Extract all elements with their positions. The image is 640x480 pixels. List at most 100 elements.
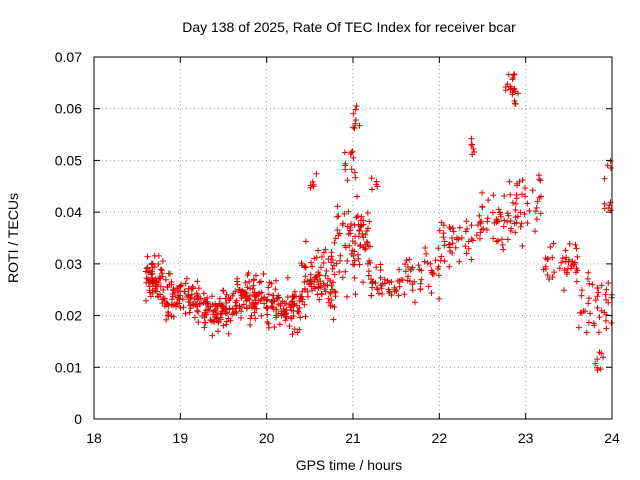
data-point	[491, 219, 498, 226]
data-point	[432, 257, 439, 264]
data-point	[497, 211, 504, 218]
data-point	[342, 268, 349, 275]
data-point	[238, 308, 245, 315]
data-point	[239, 288, 246, 295]
data-point	[341, 210, 348, 217]
data-point	[583, 329, 590, 336]
data-point	[344, 223, 351, 230]
data-point	[346, 242, 353, 249]
data-point	[247, 321, 254, 328]
data-point	[418, 276, 425, 283]
data-point	[377, 267, 384, 274]
data-point	[605, 280, 612, 287]
data-point	[245, 295, 252, 302]
data-point	[144, 253, 151, 260]
x-axis-label: GPS time / hours	[296, 457, 403, 473]
data-point	[561, 287, 568, 294]
data-point	[344, 257, 351, 264]
data-point	[302, 273, 309, 280]
data-point	[196, 301, 203, 308]
data-point	[452, 244, 459, 251]
data-point	[607, 165, 614, 172]
data-point	[287, 301, 294, 308]
data-point	[440, 230, 447, 237]
data-point	[232, 308, 239, 315]
data-point	[484, 218, 491, 225]
data-point	[320, 280, 327, 287]
y-axis-label: ROTI / TECUs	[5, 193, 21, 283]
data-point	[580, 308, 587, 315]
data-point	[193, 290, 200, 297]
data-point	[507, 191, 514, 198]
data-point	[533, 216, 540, 223]
data-point	[497, 213, 504, 220]
data-point	[183, 275, 190, 282]
data-point	[551, 269, 558, 276]
y-tick-label: 0.07	[55, 49, 82, 65]
data-point	[307, 271, 314, 278]
data-point	[500, 246, 507, 253]
data-point	[438, 253, 445, 260]
data-point	[158, 267, 165, 274]
data-point	[327, 289, 334, 296]
data-point	[288, 314, 295, 321]
data-point	[357, 241, 364, 248]
data-point	[595, 289, 602, 296]
data-point	[505, 212, 512, 219]
data-point	[151, 252, 158, 259]
data-point	[347, 230, 354, 237]
data-point	[535, 172, 542, 179]
data-point	[321, 286, 328, 293]
data-point	[375, 290, 382, 297]
data-point	[312, 274, 319, 281]
x-tick-labels: 18 19 20 21 22 23 24	[86, 430, 620, 446]
data-point	[595, 329, 602, 336]
data-point	[396, 266, 403, 273]
data-point	[384, 277, 391, 284]
data-point	[449, 240, 456, 247]
data-point	[323, 267, 330, 274]
data-point	[417, 280, 424, 287]
data-point	[512, 100, 519, 107]
data-point	[238, 292, 245, 299]
y-tick-label: 0.06	[55, 101, 82, 117]
data-point	[263, 297, 270, 304]
data-point	[341, 149, 348, 156]
data-point	[517, 223, 524, 230]
data-point	[393, 287, 400, 294]
data-point	[469, 141, 476, 148]
x-tick-label: 23	[518, 430, 534, 446]
data-point	[275, 310, 282, 317]
data-point	[417, 286, 424, 293]
data-point	[265, 291, 272, 298]
data-point	[191, 295, 198, 302]
data-point	[352, 174, 359, 181]
y-tick-label: 0.04	[55, 204, 82, 220]
data-point	[423, 250, 430, 257]
data-point	[284, 274, 291, 281]
data-point	[152, 287, 159, 294]
data-point	[309, 178, 316, 185]
data-point	[243, 305, 250, 312]
data-point	[440, 222, 447, 229]
data-point	[364, 239, 371, 246]
data-point	[565, 259, 572, 266]
data-point	[194, 296, 201, 303]
data-point	[209, 293, 216, 300]
data-point	[198, 300, 205, 307]
data-point	[468, 222, 475, 229]
data-point	[598, 307, 605, 314]
data-point	[407, 266, 414, 273]
data-point	[449, 234, 456, 241]
data-point	[574, 253, 581, 260]
data-point	[152, 275, 159, 282]
data-point	[366, 243, 373, 250]
data-point	[513, 191, 520, 198]
axis-ticks	[93, 56, 613, 420]
data-point	[561, 267, 568, 274]
data-point	[186, 309, 193, 316]
data-point	[155, 261, 162, 268]
data-point	[510, 72, 517, 79]
data-point	[564, 265, 571, 272]
data-point	[468, 135, 475, 142]
